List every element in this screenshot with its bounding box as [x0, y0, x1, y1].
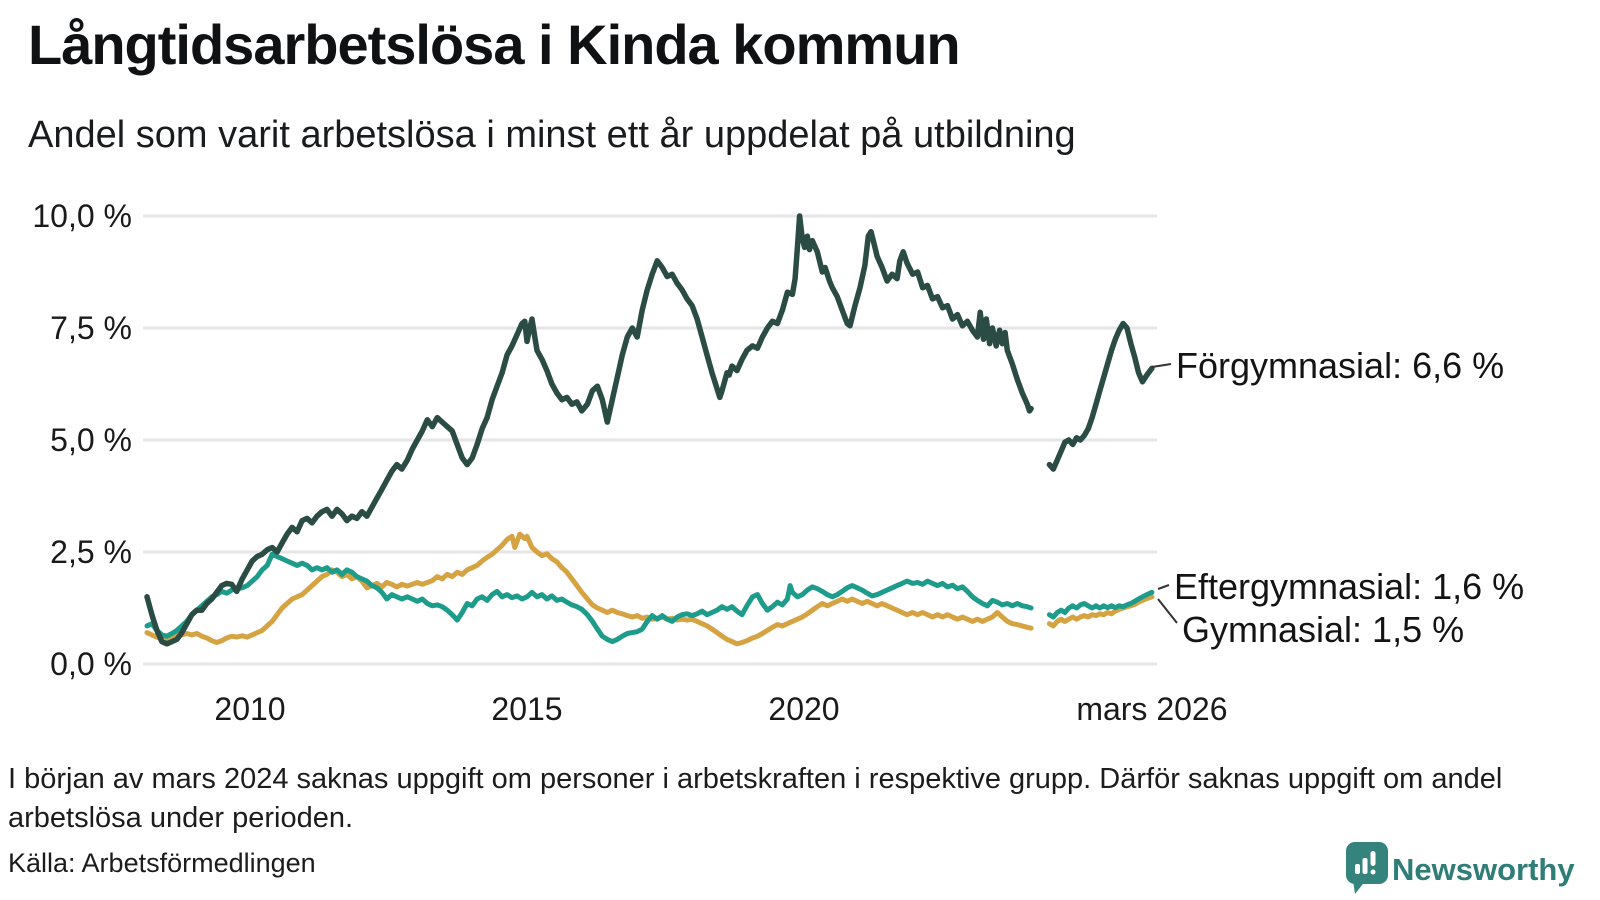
y-tick-label: 5,0 % [50, 422, 132, 458]
series-line-förgymnasial [1046, 320, 1155, 472]
series-line-förgymnasial [144, 213, 1034, 647]
newsworthy-logo-icon[interactable] [1344, 840, 1392, 896]
y-tick-label: 2,5 % [50, 534, 132, 570]
end-label-leader-line [1157, 598, 1178, 624]
chart-subtitle: Andel som varit arbetslösa i minst ett å… [28, 114, 1076, 156]
newsworthy-logo-text[interactable]: Newsworthy [1392, 852, 1575, 887]
series-line-gymnasial [144, 531, 1034, 647]
y-tick-label: 10,0 % [32, 198, 132, 234]
series-lines [144, 213, 1155, 647]
source-caption: Källa: Arbetsförmedlingen [8, 848, 316, 878]
end-label-leader-line [1157, 584, 1170, 590]
x-tick-label: 2020 [768, 691, 840, 727]
end-label-gymnasial: Gymnasial: 1,5 % [1182, 609, 1465, 650]
y-tick-label: 7,5 % [50, 310, 132, 346]
chart-footnote: I början av mars 2024 saknas uppgift om … [8, 763, 1503, 834]
leader-lines [1151, 363, 1178, 624]
y-tick-label: 0,0 % [50, 646, 132, 682]
end-label-eftergymnasial: Eftergymnasial: 1,6 % [1174, 566, 1525, 607]
end-label-leader-line [1151, 363, 1172, 368]
series-line-eftergymnasial [144, 551, 1034, 645]
x-tick-label: 2015 [491, 691, 563, 727]
series-line-eftergymnasial [1046, 589, 1155, 620]
x-tick-label: 2010 [214, 691, 286, 727]
page-title: Långtidsarbetslösa i Kinda kommun [28, 13, 961, 76]
x-tick-label: mars 2026 [1076, 691, 1228, 727]
end-label-förgymnasial: Förgymnasial: 6,6 % [1176, 345, 1505, 386]
